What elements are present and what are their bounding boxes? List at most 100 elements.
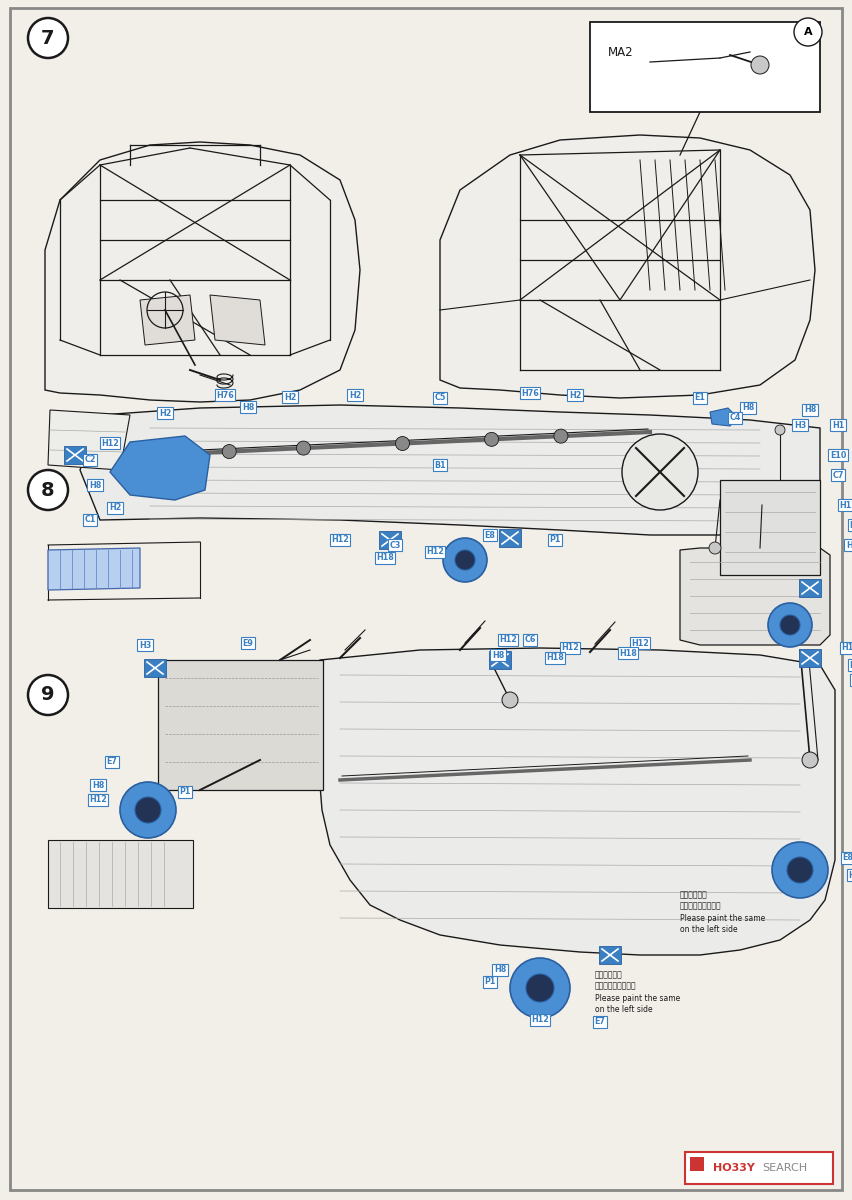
Text: C4: C4 — [729, 414, 740, 422]
FancyBboxPatch shape — [799, 578, 821, 596]
Text: H12: H12 — [631, 638, 649, 648]
Circle shape — [526, 974, 554, 1002]
Circle shape — [780, 614, 800, 635]
Circle shape — [296, 442, 310, 455]
Text: E7: E7 — [106, 757, 118, 767]
Text: H12: H12 — [531, 1015, 549, 1025]
Text: E8: E8 — [485, 530, 496, 540]
Text: H8: H8 — [494, 966, 506, 974]
Text: H2: H2 — [284, 392, 296, 402]
Bar — [48, 840, 193, 908]
Circle shape — [787, 857, 813, 883]
Circle shape — [794, 18, 822, 46]
Text: H1: H1 — [832, 420, 844, 430]
Text: H18: H18 — [546, 654, 564, 662]
Text: 左側も同様に
塗装してください。
Please paint the same
on the left side: 左側も同様に 塗装してください。 Please paint the same o… — [595, 970, 680, 1014]
Circle shape — [120, 782, 176, 838]
FancyBboxPatch shape — [379, 530, 401, 550]
Text: H76: H76 — [216, 390, 234, 400]
Text: 9: 9 — [41, 685, 55, 704]
Text: A: A — [803, 26, 812, 37]
Text: E1: E1 — [694, 394, 705, 402]
Text: C6: C6 — [524, 636, 536, 644]
Text: H2: H2 — [109, 504, 121, 512]
Text: H12: H12 — [561, 643, 579, 653]
Circle shape — [28, 674, 68, 715]
Circle shape — [775, 425, 785, 434]
Polygon shape — [680, 548, 830, 646]
Text: H8: H8 — [89, 480, 101, 490]
Circle shape — [135, 797, 161, 823]
Text: E8: E8 — [843, 853, 852, 863]
Text: P1: P1 — [849, 521, 852, 529]
Text: H12: H12 — [426, 547, 444, 557]
Text: H12: H12 — [839, 500, 852, 510]
Circle shape — [622, 434, 698, 510]
Text: H12: H12 — [331, 535, 349, 545]
Circle shape — [709, 542, 721, 554]
Bar — [158, 660, 323, 790]
FancyBboxPatch shape — [599, 946, 621, 964]
Text: H8: H8 — [492, 650, 504, 660]
Text: B1: B1 — [435, 461, 446, 469]
FancyBboxPatch shape — [489, 650, 511, 670]
Circle shape — [502, 692, 518, 708]
Text: H2: H2 — [569, 390, 581, 400]
Text: C2: C2 — [84, 456, 95, 464]
Circle shape — [28, 18, 68, 58]
Text: H12: H12 — [101, 438, 119, 448]
Circle shape — [395, 437, 410, 450]
FancyBboxPatch shape — [499, 529, 521, 547]
Circle shape — [802, 752, 818, 768]
Text: H8: H8 — [803, 406, 816, 414]
Text: MA2: MA2 — [608, 46, 634, 59]
Text: C1: C1 — [84, 516, 95, 524]
Text: SEARCH: SEARCH — [762, 1163, 807, 1174]
Text: H8: H8 — [846, 540, 852, 550]
Bar — [590, 22, 820, 112]
Circle shape — [772, 842, 828, 898]
Polygon shape — [710, 408, 738, 426]
Text: H3: H3 — [794, 420, 806, 430]
Circle shape — [751, 56, 769, 74]
Text: H8: H8 — [742, 403, 754, 413]
Text: E9: E9 — [243, 638, 253, 648]
Bar — [690, 1157, 704, 1171]
Bar — [685, 1152, 833, 1184]
Polygon shape — [48, 548, 140, 590]
Text: H8: H8 — [92, 780, 104, 790]
Text: H18: H18 — [619, 648, 637, 658]
Text: H12: H12 — [841, 643, 852, 653]
FancyBboxPatch shape — [799, 649, 821, 667]
Text: P1: P1 — [179, 787, 191, 797]
Bar — [720, 480, 820, 575]
Text: 8: 8 — [41, 480, 55, 499]
Circle shape — [510, 958, 570, 1018]
Text: H12: H12 — [848, 870, 852, 880]
Text: H2: H2 — [158, 408, 171, 418]
Polygon shape — [80, 404, 820, 535]
FancyBboxPatch shape — [144, 659, 166, 677]
Text: H76: H76 — [521, 389, 538, 397]
Text: H2: H2 — [348, 390, 361, 400]
Circle shape — [455, 550, 475, 570]
Polygon shape — [110, 436, 210, 500]
Polygon shape — [210, 295, 265, 346]
Circle shape — [485, 432, 498, 446]
Polygon shape — [45, 142, 360, 402]
Text: HO33Y: HO33Y — [713, 1163, 755, 1174]
Circle shape — [443, 538, 487, 582]
Text: H8: H8 — [242, 402, 254, 412]
Polygon shape — [48, 410, 130, 470]
Text: E7: E7 — [595, 1018, 606, 1026]
Text: H12: H12 — [499, 636, 517, 644]
Text: 7: 7 — [41, 29, 55, 48]
Text: C7: C7 — [832, 470, 843, 480]
Text: P1: P1 — [849, 660, 852, 670]
Polygon shape — [440, 134, 815, 398]
Text: P1: P1 — [484, 978, 496, 986]
Circle shape — [222, 444, 236, 458]
Text: P1: P1 — [550, 535, 561, 545]
FancyBboxPatch shape — [64, 446, 86, 464]
Text: H3: H3 — [139, 641, 151, 649]
